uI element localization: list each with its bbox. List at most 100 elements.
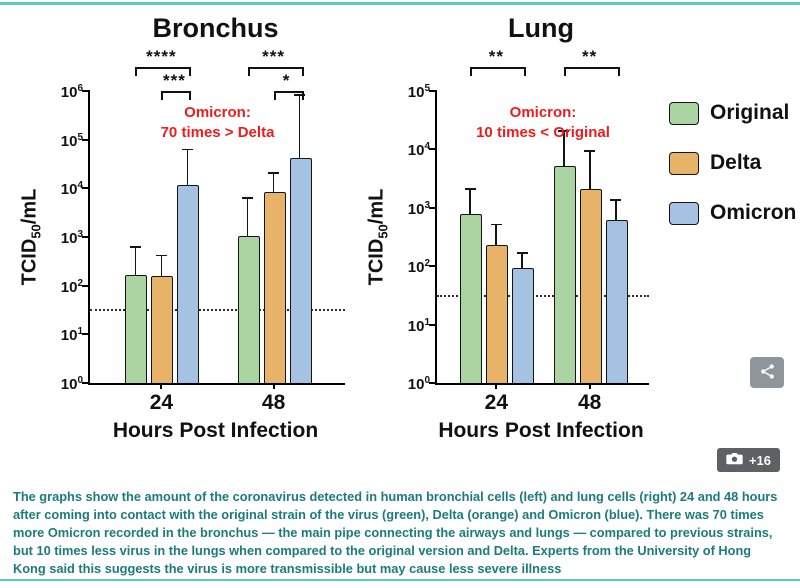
y-tick-mark (82, 382, 90, 384)
y-tick-label-10e3: 103 (407, 199, 430, 218)
bar-omicron-48h (605, 219, 628, 383)
photo-count-text: +16 (748, 452, 771, 468)
x-tick-mark (160, 383, 163, 389)
chart-annotation-line: Omicron: (184, 104, 251, 121)
y-tick-mark (82, 333, 90, 336)
bar-original-48h (237, 236, 260, 383)
significance-stars: ** (582, 47, 598, 66)
significance-bracket (135, 67, 192, 76)
significance-bracket (273, 91, 304, 100)
legend: Original Delta Omicron (669, 101, 796, 443)
significance-stars: *** (262, 47, 286, 66)
legend-swatch-delta (669, 151, 699, 175)
share-button[interactable] (750, 357, 784, 388)
charts-row: Bronchus TCID50/mL 100 101 102 103 104 105 106… (0, 5, 800, 443)
detection-limit-line (90, 309, 345, 312)
error-bar-stem (588, 152, 591, 191)
x-tick-mark (272, 383, 275, 389)
legend-label-delta: Delta (710, 151, 762, 174)
legend-item-omicron: Omicron (669, 201, 796, 225)
top-accent-line (0, 2, 800, 5)
bar-original-48h (553, 165, 576, 383)
y-tick-label-10e6: 106 (60, 83, 83, 101)
error-bar-stem (298, 95, 301, 160)
plot-area-lung: 24 48 ** ** Omicron: 10 times < Original (429, 47, 649, 414)
bar-original-24h (460, 214, 483, 383)
significance-stars: ** (488, 47, 504, 66)
ylabel-sub: 50 (375, 224, 391, 239)
legend-swatch-omicron (669, 201, 699, 225)
significance-stars: *** (162, 71, 186, 90)
y-tick-label-10e0: 100 (60, 375, 83, 393)
chart-annotation-line: 10 times < Original (476, 123, 610, 141)
bronchus-chart: Bronchus TCID50/mL 100 101 102 103 104 105 106… (14, 13, 345, 443)
legend-label-omicron: Omicron (710, 201, 797, 224)
chart-body: TCID50/mL 100 101 102 103 104 105 106 24 48 ****… (14, 47, 345, 414)
share-icon (759, 363, 776, 383)
y-tick-label-10e2: 102 (407, 258, 430, 277)
error-bar-cap (490, 223, 502, 226)
bar-original-24h (125, 274, 148, 383)
figure-caption: The graphs show the amount of the corona… (13, 489, 778, 576)
y-axis-ticks: 100 101 102 103 104 105 106 (48, 84, 88, 393)
error-bar-cap (558, 130, 570, 132)
detection-limit-line (437, 294, 649, 297)
plot-area-bronchus: 24 48 **** *** *** * Omicron: 70 times > Delta (82, 47, 345, 414)
y-tick-label-10e4: 104 (60, 180, 83, 199)
error-bar-stem (469, 190, 472, 216)
y-tick-label-10e3: 103 (60, 229, 83, 247)
ylabel-post: /mL (365, 188, 388, 225)
bar-omicron-48h (289, 158, 312, 383)
significance-bracket (563, 67, 620, 76)
chart-annotation: Omicron: 10 times < Original (476, 103, 610, 142)
lung-chart: Lung TCID50/mL 100 101 102 103 104 105 24 48 **… (361, 13, 649, 443)
legend-swatch-original (669, 101, 699, 125)
significance-bracket (470, 67, 527, 76)
x-tick-mark (588, 383, 591, 389)
chart-body: TCID50/mL 100 101 102 103 104 105 24 48 ** ** Omi… (361, 47, 649, 414)
y-tick-mark (429, 323, 437, 326)
chart-annotation-line: 70 times > Delta (160, 123, 275, 141)
error-bar-cap (516, 252, 528, 255)
y-tick-label-10e5: 105 (60, 131, 83, 150)
error-bar-stem (134, 247, 137, 276)
ylabel-pre: TCID (18, 238, 41, 286)
x-tick-label-24: 24 (484, 391, 509, 414)
x-tick-label-24: 24 (149, 391, 174, 414)
error-bar-stem (246, 199, 249, 237)
error-bar-cap (584, 150, 596, 153)
y-tick-label-10e0: 100 (407, 375, 430, 393)
error-bar-cap (129, 246, 141, 248)
error-bar-stem (272, 173, 275, 194)
photo-count-badge[interactable]: +16 (716, 448, 780, 472)
bar-omicron-24h (512, 267, 535, 383)
chart-title-lung: Lung (508, 13, 574, 43)
y-tick-mark (82, 284, 90, 287)
error-bar-stem (160, 256, 163, 278)
y-axis-label: TCID50/mL (14, 91, 48, 383)
y-tick-mark (429, 90, 437, 92)
y-tick-mark (429, 148, 437, 151)
x-tick-label-48: 48 (577, 391, 602, 414)
y-tick-mark (429, 382, 437, 384)
y-tick-mark (82, 236, 90, 238)
significance-bracket (247, 67, 304, 76)
chart-title-bronchus: Bronchus (152, 13, 279, 43)
chart-annotation-line: Omicron: (509, 104, 577, 121)
error-bar-stem (562, 131, 565, 167)
chart-annotation: Omicron: 70 times > Delta (161, 103, 275, 142)
error-bar-stem (186, 150, 189, 187)
ylabel-sub: 50 (28, 224, 44, 239)
x-tick-label-48: 48 (261, 391, 286, 414)
bar-delta-24h (486, 245, 509, 383)
x-axis-label: Hours Post Infection (112, 419, 319, 442)
y-tick-mark (429, 206, 437, 209)
y-tick-label-10e1: 101 (407, 316, 430, 335)
error-bar-stem (495, 225, 498, 247)
legend-item-delta: Delta (669, 151, 796, 175)
virus-growth-figure: Bronchus TCID50/mL 100 101 102 103 104 105 106… (0, 5, 800, 477)
ylabel-pre: TCID (365, 238, 388, 286)
error-bar-cap (464, 188, 476, 191)
x-axis-label: Hours Post Infection (438, 419, 644, 442)
